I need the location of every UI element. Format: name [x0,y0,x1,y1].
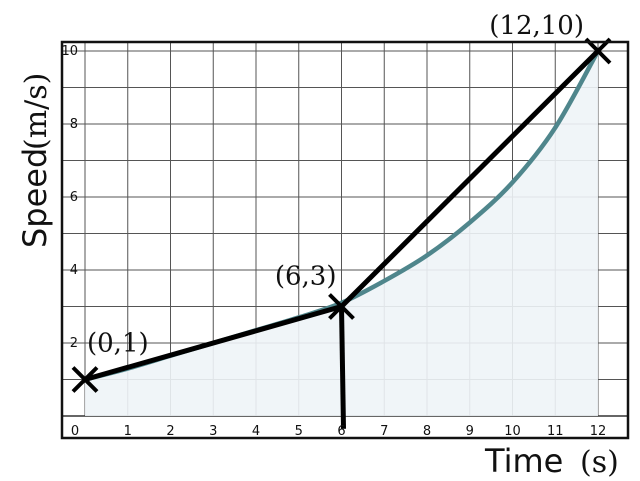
y-tick-label: 10 [61,44,78,59]
point-label: (6,3) [275,262,337,292]
chord-line-2 [339,48,601,309]
point-label: (12,10) [489,11,584,41]
x-axis-unit: (s) [580,445,619,480]
plot-frame [60,40,630,440]
x-tick-label: 12 [590,424,607,439]
y-tick-label: 4 [70,263,78,278]
y-tick-label: 6 [70,190,78,205]
x-tick-label: 5 [295,424,303,439]
x-tick-label: 1 [124,424,132,439]
x-tick-label: 2 [166,424,174,439]
point-marker-2 [328,293,355,320]
x-tick-labels: 0 1 2 3 4 5 6 7 8 9 10 11 12 [71,424,606,439]
x-tick-label: 3 [209,424,217,439]
y-tick-labels: 2 4 6 8 10 [61,44,78,351]
area-under-curve [85,51,598,416]
x-tick-label: 7 [380,424,388,439]
x-tick-label: 0 [71,424,79,439]
chords [82,48,601,429]
y-tick-label: 2 [70,336,78,351]
x-tick-label: 9 [466,424,474,439]
x-axis-label: Time [484,442,563,480]
y-tick-label: 8 [70,117,78,132]
x-tick-label: 10 [504,424,521,439]
point-marker-1 [71,366,99,393]
x-tick-label: 6 [337,424,345,439]
plot-border [60,40,630,440]
x-tick-label: 4 [252,424,260,439]
x-tick-label: 8 [423,424,431,439]
x-tick-label: 11 [547,424,564,439]
y-axis-label: Speed [16,148,54,248]
point-labels: (0,1) (6,3) (12,10) [87,11,584,359]
y-axis-unit: (m/s) [19,73,54,150]
vertical-line-t6 [339,306,346,429]
point-label: (0,1) [87,329,149,359]
chord-line-1 [82,304,344,382]
